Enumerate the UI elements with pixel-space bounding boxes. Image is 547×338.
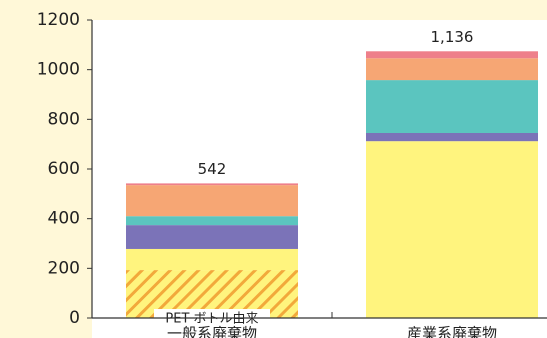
bar-segment	[126, 216, 298, 226]
bar-segment	[366, 58, 538, 81]
x-tick-label: 一般系廃棄物	[167, 325, 257, 338]
total-label: 1,136	[431, 28, 474, 46]
series-label: PET ボトル由来	[165, 312, 258, 327]
label-bg	[154, 309, 270, 330]
y-tick-label: 200	[48, 258, 80, 278]
bar-segment	[126, 225, 298, 249]
bar-segment	[126, 248, 298, 271]
y-tick-label: 0	[69, 308, 80, 328]
bar-segment	[126, 183, 298, 186]
bar-segment	[366, 141, 538, 318]
bar-segment	[366, 51, 538, 59]
y-tick-label: 400	[48, 209, 80, 229]
bar-segment	[126, 185, 298, 217]
bar-segment	[366, 80, 538, 133]
x-tick-label: 産業系廃棄物	[407, 325, 497, 338]
total-label: 542	[198, 160, 227, 178]
y-tick-label: 1000	[37, 60, 80, 80]
y-tick-label: 1200	[37, 10, 80, 30]
bar-segment	[366, 132, 538, 142]
y-tick-label: 600	[48, 159, 80, 179]
y-tick-label: 800	[48, 109, 80, 129]
